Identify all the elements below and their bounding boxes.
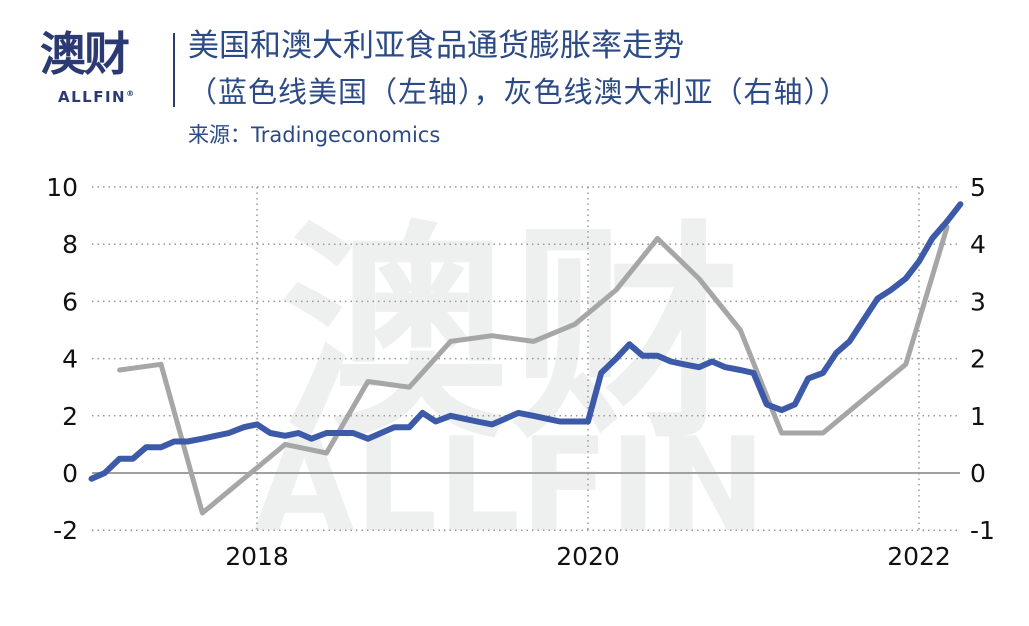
- y-right-tick: 2: [970, 345, 986, 374]
- y-right-tick: -1: [970, 516, 995, 545]
- chart-source: 来源：Tradingeconomics: [188, 123, 441, 147]
- australia-series-line: [117, 224, 950, 516]
- us-series-line: [88, 201, 964, 482]
- y-right-tick: 3: [970, 287, 986, 316]
- chart-title: 美国和澳大利亚食品通货膨胀率走势: [188, 28, 684, 64]
- allfin-logo: 澳财 ALLFIN®: [40, 28, 165, 110]
- y-right-tick: 1: [970, 402, 986, 431]
- y-right-tick: 0: [970, 459, 986, 488]
- y-left-tick: 10: [46, 173, 78, 202]
- registered-mark: ®: [126, 89, 136, 98]
- y-left-tick: 4: [62, 345, 78, 374]
- y-left-tick: 2: [62, 402, 78, 431]
- y-left-tick: 0: [62, 459, 78, 488]
- y-left-tick: -2: [53, 516, 78, 545]
- x-tick: 2018: [225, 542, 289, 571]
- axes: -2 0 2 4 6 8 10 -1 0 1 2 3 4 5 2018 2020 2022: [46, 173, 995, 571]
- y-left-tick: 6: [62, 287, 78, 316]
- grid-lines: [92, 186, 960, 531]
- watermark: 澳财 ALLFIN: [254, 203, 766, 561]
- logo-english-text: ALLFIN: [58, 88, 127, 106]
- header-divider: [173, 33, 175, 107]
- series-lines: [88, 201, 964, 516]
- x-tick: 2022: [887, 542, 951, 571]
- logo-english: ALLFIN®: [58, 88, 136, 106]
- y-right-tick: 4: [970, 230, 986, 259]
- y-left-tick: 8: [62, 230, 78, 259]
- x-tick: 2020: [556, 542, 620, 571]
- logo-chinese: 澳财: [40, 27, 130, 81]
- chart-subtitle: （蓝色线美国（左轴），灰色线澳大利亚（右轴））: [188, 75, 850, 109]
- y-right-tick: 5: [970, 173, 986, 202]
